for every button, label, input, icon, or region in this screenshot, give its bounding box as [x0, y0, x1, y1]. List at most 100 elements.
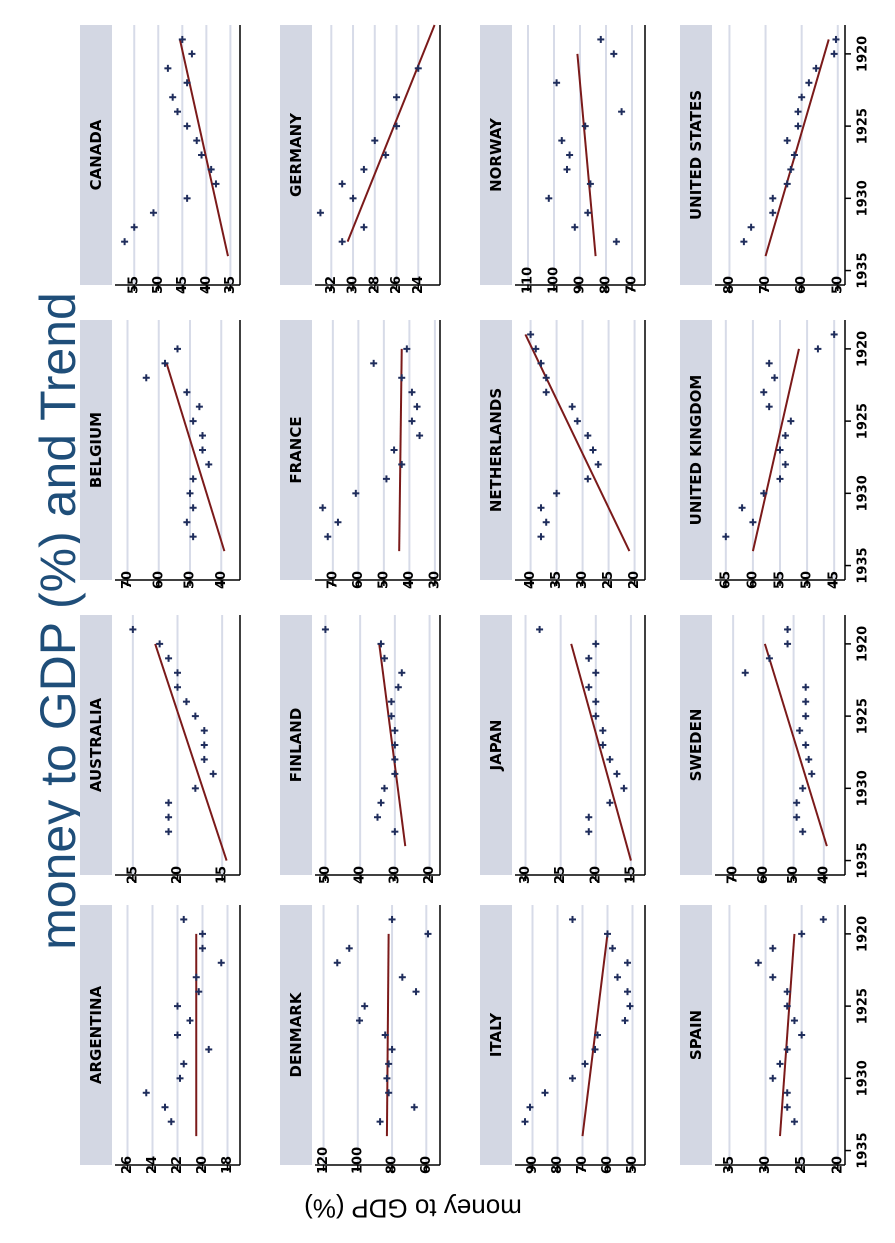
- data-point: [174, 108, 181, 116]
- data-point: [573, 417, 581, 425]
- data-point: [798, 1031, 806, 1039]
- data-point: [161, 1103, 169, 1111]
- y-tick-label: 20: [170, 866, 185, 884]
- data-point: [186, 1017, 194, 1025]
- trend-line: [764, 39, 830, 257]
- data-point: [609, 944, 616, 952]
- panel-strip: [480, 25, 512, 285]
- y-tick-label: 120: [316, 1147, 331, 1174]
- panel-belgium: BELGIUM 70 60 50 40: [80, 320, 241, 589]
- panel-title: DENMARK: [287, 991, 305, 1077]
- data-point: [802, 712, 810, 720]
- data-point: [568, 403, 576, 411]
- data-point: [760, 489, 768, 497]
- panel-title: ITALY: [487, 1012, 505, 1057]
- data-point: [783, 1103, 791, 1111]
- data-point: [805, 79, 813, 87]
- data-point: [387, 712, 395, 720]
- data-point: [599, 727, 607, 735]
- y-tick-label: 25: [553, 866, 568, 884]
- y-tick-label: 25: [601, 571, 616, 589]
- y-tick-label: 40: [816, 866, 831, 884]
- data-point: [174, 1002, 181, 1010]
- data-point: [624, 959, 631, 967]
- data-point: [537, 533, 545, 541]
- data-point: [591, 1045, 599, 1053]
- data-point: [624, 988, 631, 996]
- data-point: [192, 973, 200, 981]
- data-point: [338, 238, 346, 246]
- panel-title: UNITED KINGDOM: [687, 375, 705, 526]
- data-point: [585, 683, 593, 691]
- y-tick-label: 30: [758, 1156, 773, 1174]
- data-point: [805, 755, 813, 763]
- data-point: [814, 345, 822, 353]
- data-point: [180, 915, 188, 923]
- data-point: [195, 403, 203, 411]
- data-point: [199, 432, 206, 440]
- data-point: [566, 151, 574, 159]
- data-point: [376, 1118, 384, 1126]
- data-point: [599, 741, 607, 749]
- data-point: [334, 518, 342, 526]
- y-tick-label: 80: [550, 1156, 565, 1174]
- x-tick-label: 1935: [856, 547, 871, 583]
- y-tick-label: 45: [827, 571, 842, 589]
- data-point: [527, 330, 535, 338]
- data-point: [385, 1089, 393, 1097]
- data-point: [186, 489, 194, 497]
- data-point: [380, 654, 388, 662]
- y-tick-label: 40: [353, 866, 368, 884]
- data-point: [722, 533, 730, 541]
- panel-japan: JAPAN 30 25 20 15: [480, 615, 646, 884]
- data-point: [382, 475, 390, 483]
- data-point: [783, 180, 791, 188]
- data-point: [174, 683, 181, 691]
- data-point: [585, 654, 593, 662]
- data-point: [812, 64, 820, 72]
- data-point: [796, 727, 804, 735]
- x-tick-label: 1930: [856, 475, 871, 511]
- panel-norway: NORWAY 110 100 90 80 70: [480, 25, 646, 294]
- data-point: [592, 712, 600, 720]
- data-point: [217, 959, 225, 967]
- data-point: [349, 194, 357, 202]
- data-point: [388, 1045, 396, 1053]
- x-tick-label: 1930: [856, 180, 871, 216]
- y-tick-label: 50: [183, 571, 198, 589]
- data-point: [164, 64, 172, 72]
- data-point: [398, 460, 406, 468]
- panel-germany: GERMANY 32 30 28 26 24: [280, 24, 441, 294]
- data-point: [830, 330, 838, 338]
- x-tick-label: 1930: [856, 1060, 871, 1096]
- data-point: [381, 1031, 389, 1039]
- trend-line: [154, 643, 228, 861]
- panel-france: FRANCE 70 60 50 40 30: [280, 320, 442, 589]
- trend-line: [779, 933, 796, 1137]
- data-point: [360, 223, 368, 231]
- data-point: [413, 403, 421, 411]
- data-point: [612, 238, 620, 246]
- data-point: [156, 640, 164, 648]
- y-tick-label: 50: [800, 571, 815, 589]
- data-point: [371, 137, 379, 145]
- data-point: [784, 640, 792, 648]
- data-point: [771, 374, 779, 382]
- y-tick-label: 50: [830, 276, 845, 294]
- y-tick-label: 60: [151, 571, 166, 589]
- data-point: [361, 1002, 369, 1010]
- data-point: [393, 93, 401, 101]
- panel-strip: [680, 320, 712, 580]
- panel-title: BELGIUM: [87, 412, 105, 488]
- data-point: [584, 432, 592, 440]
- data-point: [161, 359, 169, 367]
- panel-title: NETHERLANDS: [487, 388, 505, 512]
- y-tick-label: 30: [518, 866, 533, 884]
- y-tick-label: 30: [346, 276, 361, 294]
- data-point: [205, 460, 213, 468]
- y-tick-label: 22: [170, 1156, 185, 1174]
- data-point: [410, 1103, 418, 1111]
- data-point: [129, 625, 137, 633]
